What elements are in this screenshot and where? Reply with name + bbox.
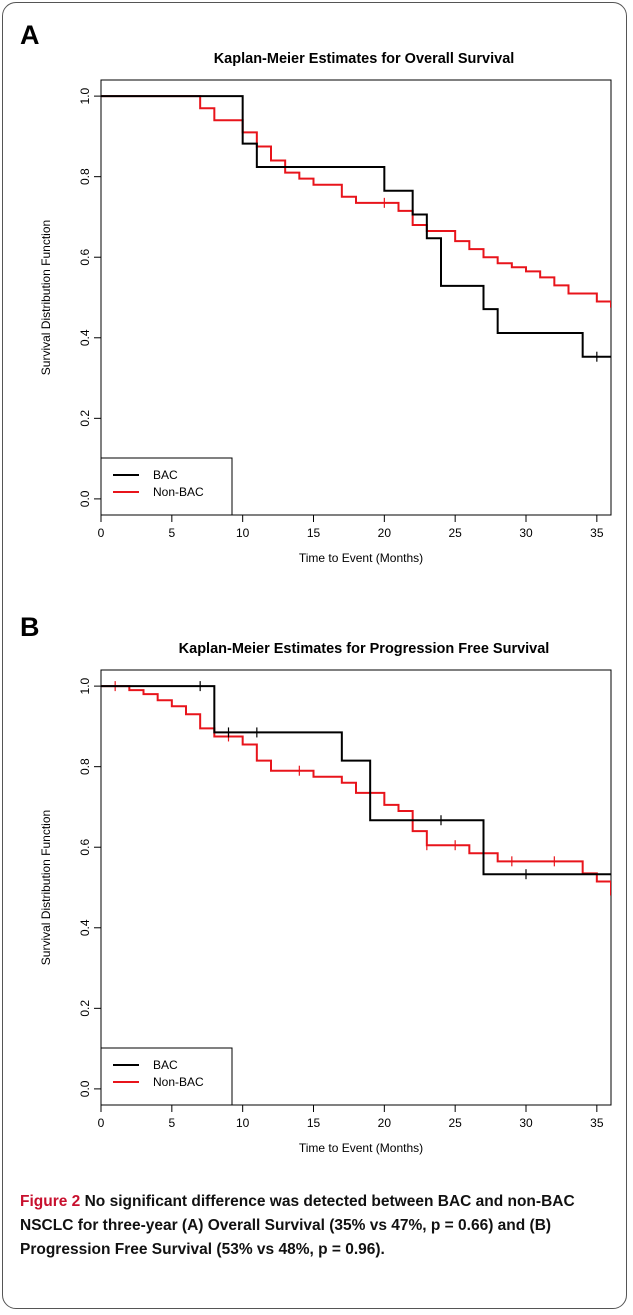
- x-tick-label: 35: [590, 526, 604, 540]
- x-tick-label: 5: [168, 1116, 175, 1130]
- panel-letter-a: A: [20, 20, 40, 50]
- chart-progression-free-survival: Kaplan-Meier Estimates for Progression F…: [39, 641, 612, 1155]
- chart-overall-survival: Kaplan-Meier Estimates for Overall Survi…: [39, 51, 612, 565]
- x-tick-label: 5: [168, 526, 175, 540]
- y-tick-label: 0.8: [78, 168, 92, 185]
- legend-box: [100, 457, 233, 516]
- y-tick-label: 0.2: [78, 410, 92, 427]
- x-tick-label: 30: [519, 1116, 533, 1130]
- figure-label: Figure 2: [20, 1193, 81, 1210]
- y-tick-label: 0.4: [78, 919, 92, 936]
- legend-box: [100, 1047, 233, 1106]
- x-tick-label: 20: [378, 1116, 392, 1130]
- y-axis-label: Survival Distribution Function: [39, 220, 53, 375]
- panel-letter-b: B: [20, 612, 40, 642]
- legend-label-non-bac: Non-BAC: [153, 1075, 204, 1089]
- x-tick-label: 0: [98, 1116, 105, 1130]
- plot-frame: [100, 669, 612, 1106]
- y-tick-label: 1.0: [78, 87, 92, 104]
- y-tick-label: 0.0: [78, 490, 92, 507]
- y-tick-label: 0.0: [78, 1080, 92, 1097]
- x-tick-label: 10: [236, 1116, 250, 1130]
- figure-caption-text: No significant difference was detected b…: [20, 1193, 575, 1258]
- x-tick-label: 30: [519, 526, 533, 540]
- x-tick-label: 10: [236, 526, 250, 540]
- y-tick-label: 0.6: [78, 249, 92, 266]
- chart-title: Kaplan-Meier Estimates for Overall Survi…: [214, 51, 515, 67]
- y-tick-label: 0.6: [78, 839, 92, 856]
- series-line-bac: [101, 95, 611, 358]
- x-tick-label: 20: [378, 526, 392, 540]
- y-tick-label: 0.8: [78, 758, 92, 775]
- series-line-non-bac: [101, 685, 611, 896]
- x-tick-label: 25: [448, 1116, 462, 1130]
- x-axis-label: Time to Event (Months): [299, 551, 423, 565]
- series-line-bac: [101, 685, 611, 876]
- legend-label-non-bac: Non-BAC: [153, 485, 204, 499]
- plot-frame: [100, 79, 612, 516]
- legend-label-bac: BAC: [153, 468, 178, 482]
- y-tick-label: 0.4: [78, 329, 92, 346]
- chart-title: Kaplan-Meier Estimates for Progression F…: [179, 641, 550, 657]
- legend-label-bac: BAC: [153, 1058, 178, 1072]
- x-tick-label: 35: [590, 1116, 604, 1130]
- x-tick-label: 15: [307, 526, 321, 540]
- x-tick-label: 15: [307, 1116, 321, 1130]
- x-tick-label: 0: [98, 526, 105, 540]
- figure-caption: Figure 2 No significant difference was d…: [20, 1190, 616, 1262]
- x-axis-label: Time to Event (Months): [299, 1141, 423, 1155]
- y-axis-label: Survival Distribution Function: [39, 810, 53, 965]
- x-tick-label: 25: [448, 526, 462, 540]
- series-line-non-bac: [101, 95, 611, 308]
- y-tick-label: 1.0: [78, 677, 92, 694]
- y-tick-label: 0.2: [78, 1000, 92, 1017]
